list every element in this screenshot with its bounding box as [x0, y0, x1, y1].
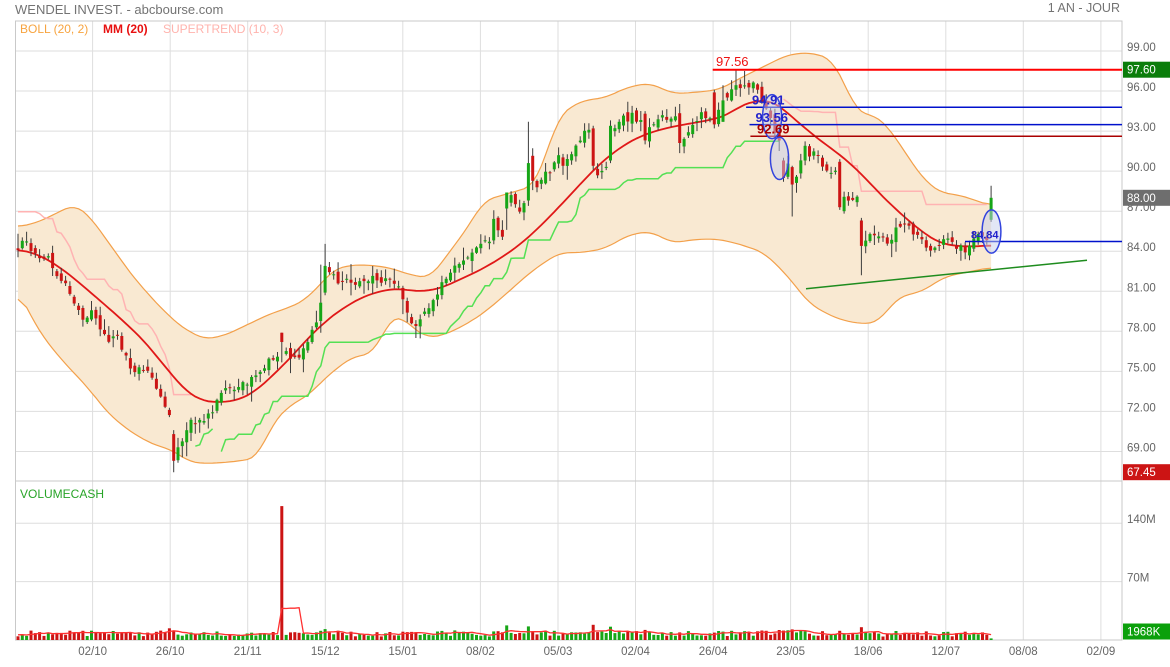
svg-text:08/08: 08/08 — [1009, 646, 1038, 658]
svg-text:02/09: 02/09 — [1087, 646, 1116, 658]
svg-text:21/11: 21/11 — [234, 646, 262, 658]
svg-text:02/10: 02/10 — [78, 646, 107, 658]
svg-text:1968K: 1968K — [1127, 627, 1161, 639]
svg-text:15/01: 15/01 — [388, 646, 417, 658]
svg-text:93.56: 93.56 — [756, 110, 789, 125]
svg-text:94.91: 94.91 — [752, 93, 785, 108]
svg-text:26/10: 26/10 — [156, 646, 185, 658]
svg-text:69.00: 69.00 — [1127, 443, 1156, 455]
svg-text:140M: 140M — [1127, 514, 1156, 526]
svg-text:18/06: 18/06 — [854, 646, 883, 658]
svg-text:75.00: 75.00 — [1127, 362, 1156, 374]
svg-text:93.00: 93.00 — [1127, 122, 1156, 134]
svg-text:99.00: 99.00 — [1127, 42, 1156, 54]
svg-text:84.00: 84.00 — [1127, 242, 1156, 254]
svg-text:81.00: 81.00 — [1127, 282, 1156, 294]
svg-text:78.00: 78.00 — [1127, 322, 1156, 334]
svg-text:23/05: 23/05 — [776, 646, 805, 658]
svg-text:MM (20): MM (20) — [103, 22, 148, 36]
svg-text:97.56: 97.56 — [716, 54, 749, 69]
svg-text:26/04: 26/04 — [699, 646, 728, 658]
svg-text:02/04: 02/04 — [621, 646, 650, 658]
svg-text:70M: 70M — [1127, 573, 1149, 585]
svg-text:67.45: 67.45 — [1127, 467, 1156, 479]
svg-text:97.60: 97.60 — [1127, 65, 1156, 77]
svg-text:VOLUMECASH: VOLUMECASH — [20, 487, 104, 501]
svg-text:88.00: 88.00 — [1127, 193, 1156, 205]
svg-text:08/02: 08/02 — [466, 646, 495, 658]
svg-text:96.00: 96.00 — [1127, 82, 1156, 94]
svg-text:BOLL (20, 2): BOLL (20, 2) — [20, 22, 88, 36]
svg-text:1 AN - JOUR: 1 AN - JOUR — [1048, 1, 1120, 15]
svg-text:WENDEL INVEST. - abcbourse.com: WENDEL INVEST. - abcbourse.com — [15, 2, 223, 17]
svg-text:15/12: 15/12 — [311, 646, 340, 658]
svg-text:72.00: 72.00 — [1127, 402, 1156, 414]
svg-text:05/03: 05/03 — [544, 646, 573, 658]
svg-text:90.00: 90.00 — [1127, 162, 1156, 174]
svg-text:84.84: 84.84 — [971, 230, 999, 242]
svg-text:92.69: 92.69 — [757, 122, 790, 137]
svg-text:SUPERTREND (10, 3): SUPERTREND (10, 3) — [163, 22, 283, 36]
svg-text:12/07: 12/07 — [931, 646, 960, 658]
